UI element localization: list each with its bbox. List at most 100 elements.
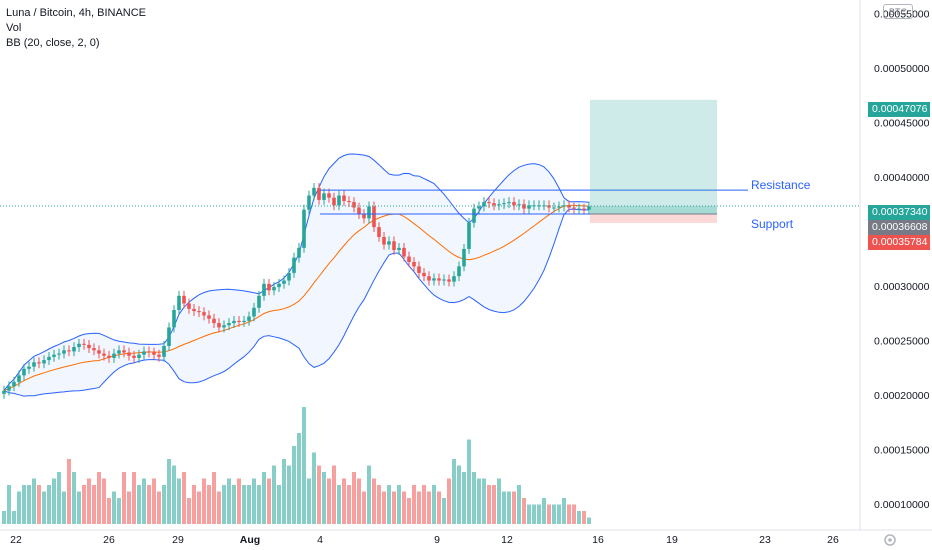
volume-bar [22, 485, 26, 524]
candle-body [122, 350, 126, 353]
volume-bar [372, 478, 376, 524]
candle-body [237, 320, 241, 322]
volume-bar [97, 472, 101, 524]
candle-body [422, 272, 426, 277]
volume-bar [92, 485, 96, 524]
target-zone [590, 99, 717, 214]
gear-icon[interactable] [870, 531, 930, 549]
candle-body [67, 350, 71, 352]
volume-bar [492, 485, 496, 524]
candle-body [557, 206, 561, 208]
candle-body [567, 205, 571, 208]
candle-body [507, 202, 511, 204]
volume-bar [12, 511, 16, 524]
y-tick-label: 0.00015000 [874, 445, 930, 457]
volume-bar [422, 485, 426, 524]
target-price-label: 0.00047076 [868, 102, 930, 117]
volume-bar [302, 407, 306, 524]
x-tick-label: 22 [10, 534, 22, 546]
volume-bar [522, 498, 526, 524]
candle-body [407, 256, 411, 263]
candle-body [377, 227, 381, 237]
candle-body [42, 360, 46, 364]
candle-body [577, 208, 581, 210]
candle-body [117, 350, 121, 354]
x-tick-label: 26 [103, 534, 115, 546]
volume-bar [347, 485, 351, 524]
x-tick-label: 26 [827, 534, 839, 546]
candle-body [492, 203, 496, 206]
candle-body [292, 257, 296, 273]
volume-bar [172, 465, 176, 524]
volume-bar [532, 504, 536, 524]
volume-bar [272, 465, 276, 524]
volume-bar [157, 491, 161, 524]
volume-bar [212, 472, 216, 524]
volume-bar [152, 478, 156, 524]
candle-body [222, 325, 226, 328]
volume-bar [137, 485, 141, 524]
candle-body [27, 366, 31, 369]
volume-bar [122, 472, 126, 524]
volume-bar [557, 504, 561, 524]
volume-bar [447, 478, 451, 524]
x-tick-label: 29 [172, 534, 184, 546]
volume-bar [292, 446, 296, 524]
candle-body [207, 315, 211, 319]
candle-body [362, 214, 366, 219]
candle-body [307, 195, 311, 210]
y-tick-label: 0.00055000 [874, 9, 930, 21]
volume-bar [237, 478, 241, 524]
candle-body [152, 352, 156, 355]
currency-badge[interactable]: BTC [883, 4, 913, 19]
candle-body [177, 295, 181, 310]
candle-body [47, 356, 51, 361]
volume-bar [587, 517, 591, 524]
candle-body [417, 266, 421, 273]
volume-indicator-label[interactable]: Vol [6, 22, 22, 34]
candle-body [357, 207, 361, 215]
volume-bar [442, 498, 446, 524]
volume-bar [307, 478, 311, 524]
volume-bar [462, 472, 466, 524]
volume-bar [432, 485, 436, 524]
candle-body [247, 316, 251, 321]
candle-body [467, 222, 471, 249]
candle-body [482, 202, 486, 207]
bollinger-indicator-label[interactable]: BB (20, close, 2, 0) [6, 37, 100, 49]
volume-bar [387, 485, 391, 524]
volume-bar [207, 485, 211, 524]
volume-bar [267, 478, 271, 524]
candle-body [87, 344, 91, 349]
volume-bar [367, 465, 371, 524]
volume-bar [252, 478, 256, 524]
volume-bar [147, 485, 151, 524]
volume-bar [457, 465, 461, 524]
volume-bar [397, 485, 401, 524]
stop-price-label: 0.00035784 [868, 235, 930, 250]
candle-body [217, 323, 221, 328]
entry-price-label: 0.00036608 [868, 220, 930, 235]
candle-body [37, 362, 41, 364]
x-tick-label: 4 [317, 534, 323, 546]
volume-bar [277, 485, 281, 524]
candle-body [332, 197, 336, 206]
x-tick-label: 12 [501, 534, 513, 546]
candle-body [372, 206, 376, 228]
candle-body [22, 368, 26, 376]
volume-bar [472, 472, 476, 524]
candle-body [12, 381, 16, 387]
volume-bar [32, 478, 36, 524]
volume-bar [282, 459, 286, 524]
x-tick-label: 9 [434, 534, 440, 546]
volume-bar [42, 491, 46, 524]
volume-bar [412, 485, 416, 524]
candle-body [257, 295, 261, 308]
candle-body [342, 195, 346, 201]
volume-bar [197, 491, 201, 524]
candle-body [572, 207, 576, 209]
candle-body [242, 320, 246, 322]
volume-bar [482, 478, 486, 524]
candle-body [462, 248, 466, 267]
